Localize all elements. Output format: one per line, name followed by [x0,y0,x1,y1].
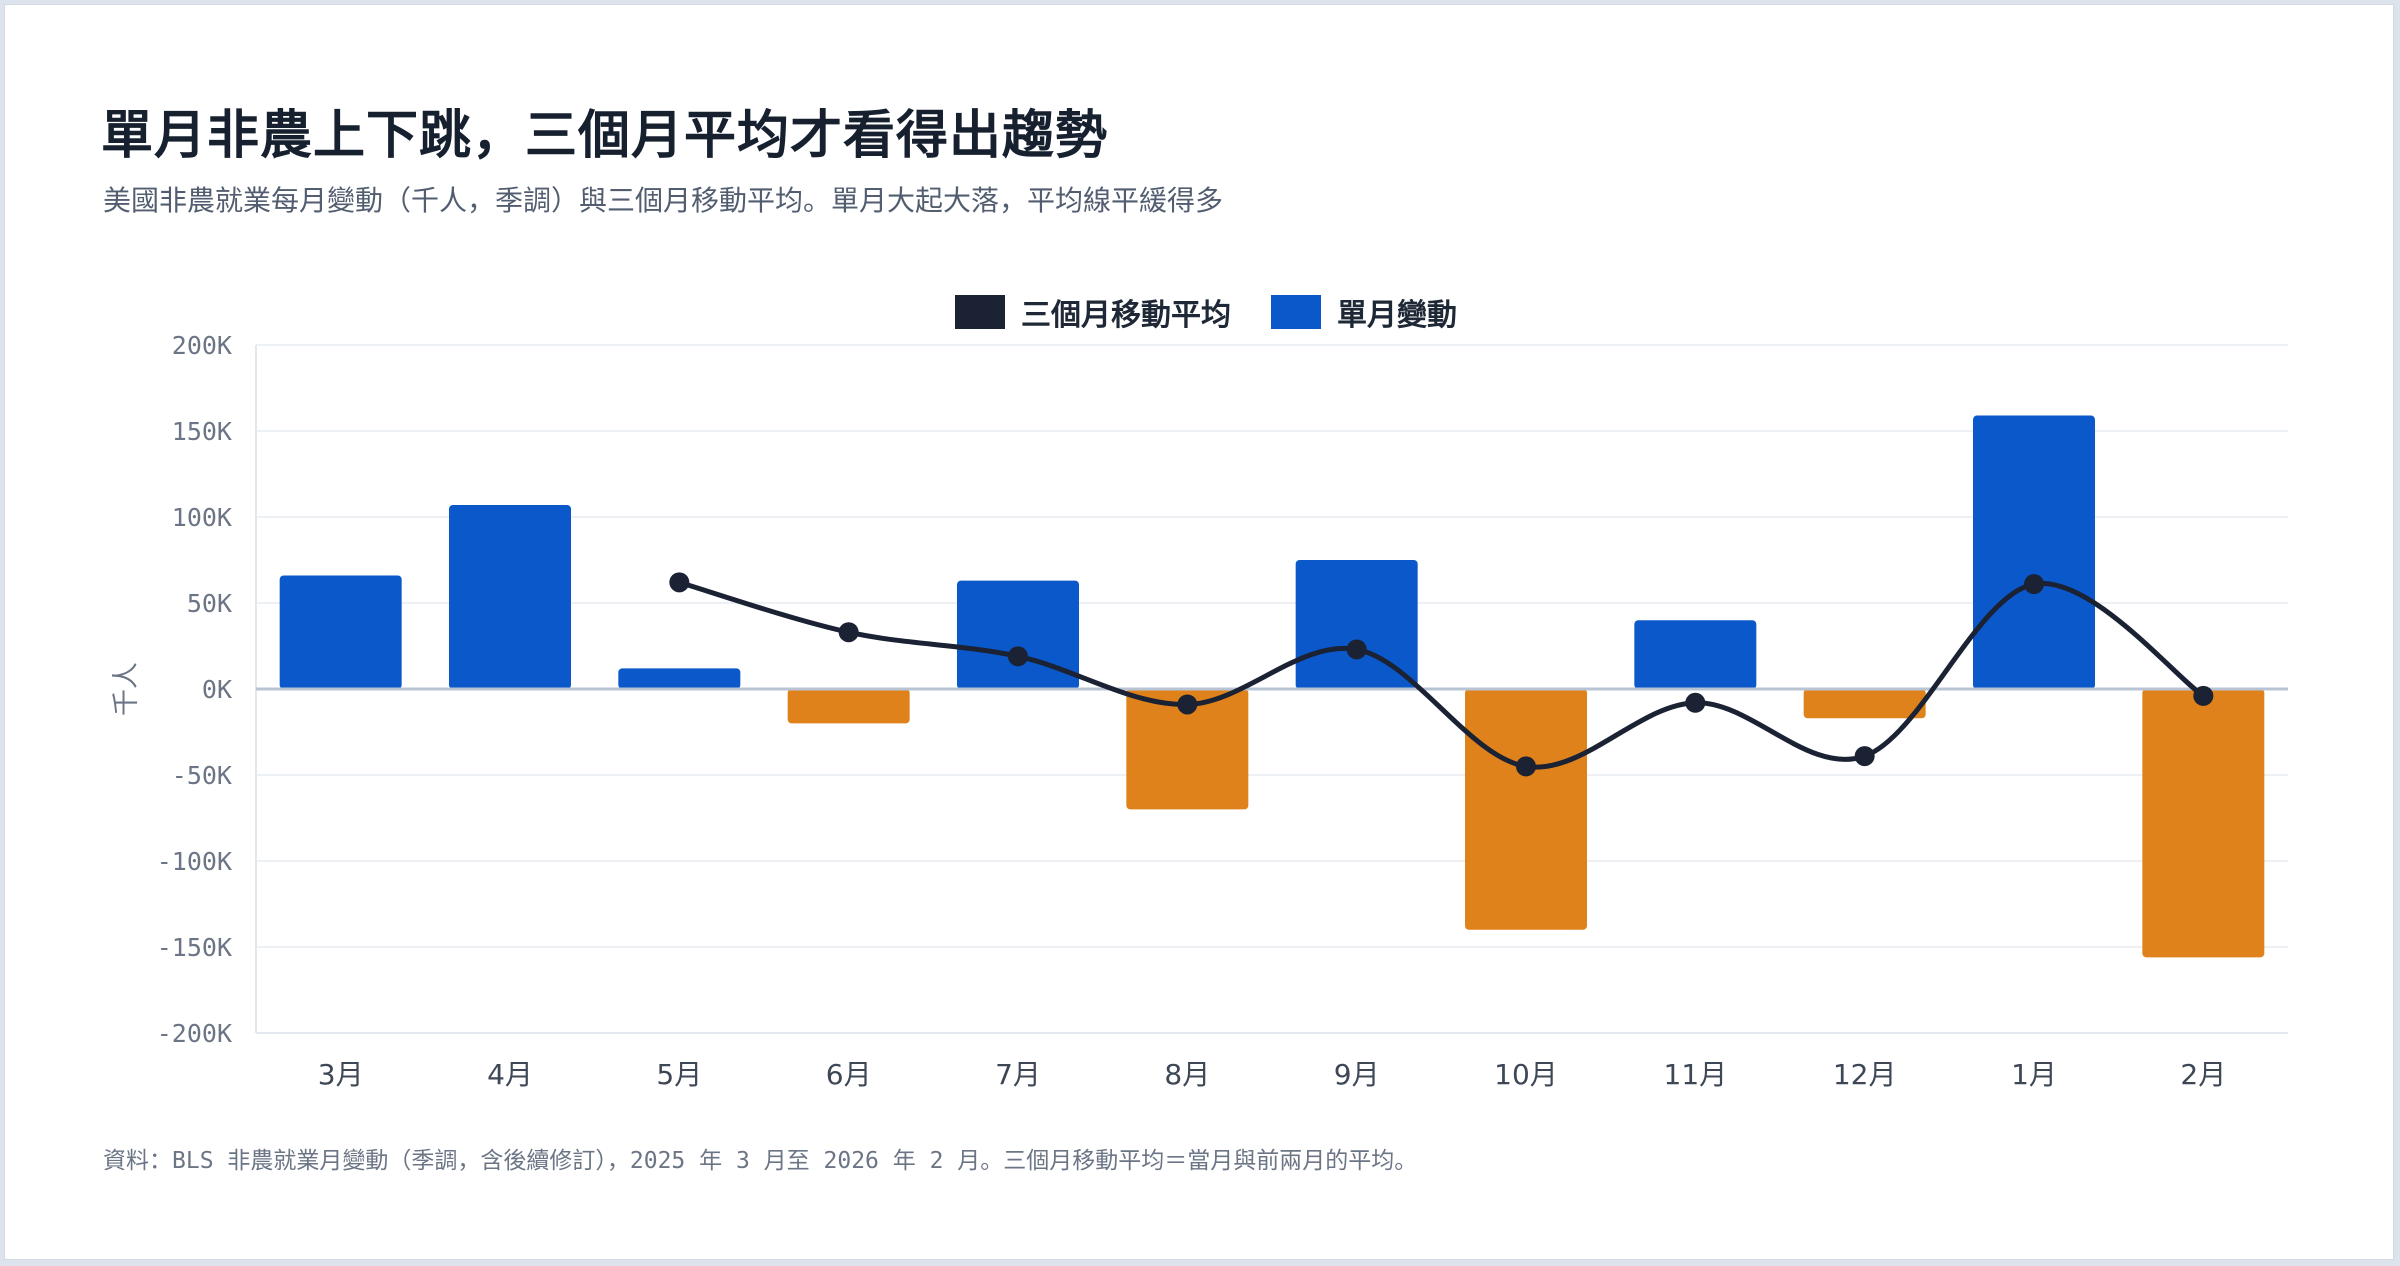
chart-title: 單月非農上下跳，三個月平均才看得出趨勢 [101,106,1109,166]
x-tick-label: 8月 [1164,1058,1210,1091]
legend-label-monthly: 單月變動 [1337,298,1457,333]
x-tick-label: 4月 [487,1058,533,1091]
source-note: 資料：BLS 非農就業月變動（季調，含後續修訂），2025 年 3 月至 202… [103,1148,1418,1174]
chart-legend: 三個月移動平均 單月變動 [955,290,1497,334]
y-tick-label: -100K [157,847,232,876]
y-tick-label: 200K [172,331,232,360]
bar [1634,620,1757,689]
y-tick-label: -50K [172,761,232,790]
x-tick-label: 1月 [2011,1058,2057,1091]
x-tick-label: 2月 [2180,1058,2226,1091]
legend-swatch-monthly [1271,295,1321,329]
bar [449,504,571,689]
average-point [1008,646,1028,667]
bar [1295,560,1418,689]
x-tick-label: 9月 [1334,1058,1380,1091]
x-tick-label: 11月 [1664,1058,1728,1091]
average-point [1685,692,1706,713]
average-point [1177,694,1198,715]
bar [1973,415,2095,689]
bar [618,668,741,689]
y-axis-title: 千人 [111,662,142,716]
average-point [2193,685,2214,706]
x-tick-label: 3月 [318,1058,364,1091]
average-point [1854,746,1875,767]
legend-item-average: 三個月移動平均 [955,290,1231,334]
y-tick-label: 150K [172,417,232,446]
bar [1126,689,1249,810]
average-line [678,579,2205,770]
bar [1465,689,1587,930]
bar [2142,689,2265,958]
x-tick-label: 10月 [1494,1058,1558,1091]
legend-item-monthly: 單月變動 [1271,290,1457,334]
legend-label-average: 三個月移動平均 [1021,298,1231,333]
average-point [2024,574,2044,595]
bar [1803,689,1926,719]
average-point [838,622,859,643]
x-tick-label: 5月 [656,1058,702,1091]
y-tick-label: 100K [172,503,232,532]
y-tick-label: -150K [157,933,232,962]
average-point [669,572,690,593]
average-point [1516,756,1536,777]
y-tick-label: 50K [187,589,232,618]
legend-swatch-average [955,295,1005,329]
x-tick-label: 7月 [995,1058,1041,1091]
x-tick-label: 12月 [1833,1058,1897,1091]
y-tick-label: 0K [202,675,232,704]
bar [279,575,402,689]
bar [787,689,910,724]
chart-subtitle: 美國非農就業每月變動（千人，季調）與三個月移動平均。單月大起大落，平均線平緩得多 [103,184,1224,217]
bar [957,580,1079,689]
average-point [1346,639,1367,660]
x-tick-label: 6月 [826,1058,872,1091]
y-tick-label: -200K [157,1019,232,1048]
